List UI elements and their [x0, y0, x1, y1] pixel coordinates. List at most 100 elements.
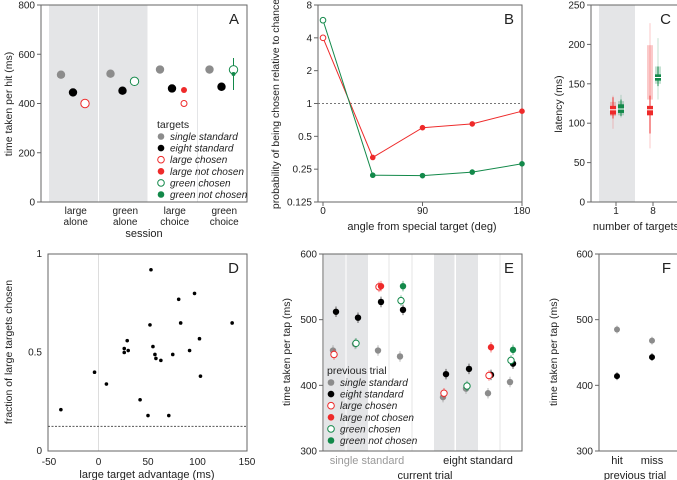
- panel-d-xtick-label: 0: [96, 457, 102, 468]
- panel-b-ytick-label: 8: [306, 1, 312, 12]
- panel-e-legend-marker: [327, 425, 335, 433]
- shaded-region: [49, 5, 99, 202]
- panel-a-point: [205, 65, 214, 74]
- panel-e-point: [377, 282, 385, 290]
- data-point: [92, 370, 97, 375]
- panel-e-legend-item-label: single standard: [340, 378, 408, 389]
- data-point: [192, 291, 197, 296]
- panel-b-xtick-label: 180: [514, 206, 531, 217]
- panel-c-ylabel: latency (ms): [553, 75, 565, 132]
- panel-c-ytick-label: 200: [568, 40, 585, 51]
- shaded-region: [98, 5, 148, 202]
- series-line-green: [322, 20, 523, 177]
- panel-a-xtick-label: alone: [64, 217, 89, 228]
- series-point-green: [369, 172, 376, 179]
- panel-a-xtick-label: green: [112, 206, 138, 217]
- panel-b-ytick-label: 1: [306, 99, 312, 110]
- panel-e-xtick-label: eight standard: [443, 455, 513, 467]
- panel-b-xtick-label: 90: [417, 206, 429, 217]
- panel-a-legend-item-label: large not chosen: [170, 167, 244, 178]
- panel-e-xtick-label: single standard: [330, 455, 405, 467]
- data-point: [198, 374, 203, 378]
- panel-e-point: [396, 353, 404, 360]
- panel-e-point: [484, 390, 492, 397]
- panel-a-legend-item-label: single standard: [170, 132, 238, 143]
- panel-letter-C: C: [660, 11, 671, 28]
- panel-e-legend-item-label: eight standard: [340, 390, 404, 401]
- panel-f-ytick-label: 400: [576, 381, 593, 392]
- panel-a-point: [129, 76, 140, 87]
- panel-letter-A: A: [229, 11, 239, 28]
- data-point: [166, 413, 171, 418]
- panel-e-point: [465, 365, 473, 373]
- panel-b-ytick-label: 0.25: [293, 165, 313, 176]
- panel-c-xtick-label: 1: [613, 206, 619, 217]
- panel-f-point: [649, 354, 655, 361]
- panel-a-legend-marker: [157, 191, 165, 198]
- panel-f-ytick-label: 500: [576, 315, 593, 326]
- series-point-large: [469, 121, 476, 127]
- panel-e-legend-marker: [327, 414, 335, 421]
- data-point: [151, 344, 155, 349]
- data-point: [122, 346, 127, 351]
- panel-f-xlabel: previous trial: [604, 470, 666, 480]
- box-faint: [647, 45, 653, 100]
- panel-e-legend-marker: [327, 401, 335, 410]
- panel-e-legend-item-label: large not chosen: [340, 413, 414, 424]
- panel-b-xlabel: angle from special target (deg): [347, 221, 496, 233]
- data-point: [122, 350, 127, 355]
- box-large: [647, 105, 653, 116]
- series-point-large: [419, 124, 426, 131]
- shaded-region: [434, 254, 455, 451]
- panel-d-axes-frame: [47, 253, 248, 452]
- panel-f-xtick-label: miss: [641, 455, 664, 467]
- panel-a-ylabel: time taken per hit (ms): [3, 52, 15, 156]
- panel-e-ytick-label: 500: [300, 315, 317, 326]
- panel-a-legend-marker: [157, 155, 165, 164]
- data-point: [125, 338, 130, 343]
- panel-e-legend-marker: [327, 379, 335, 386]
- panel-d-ytick-label: 1: [36, 249, 42, 260]
- panel-a-legend-item-label: eight standard: [170, 144, 234, 155]
- panel-d-ytick-label: 0: [36, 446, 42, 457]
- panel-a-point: [217, 82, 226, 91]
- panel-d-xtick-label: -50: [42, 457, 57, 468]
- panel-a-ytick-label: 0: [29, 198, 35, 209]
- panel-d-xlabel: large target advantage (ms): [79, 469, 214, 480]
- panel-a-legend-marker: [157, 133, 165, 140]
- panel-e-point: [463, 382, 471, 390]
- panel-e-point: [487, 344, 495, 351]
- series-point-green: [469, 169, 476, 175]
- panel-a-point: [68, 88, 78, 97]
- panel-c-xlabel: number of targets: [593, 221, 677, 233]
- panel-a-point: [181, 86, 187, 93]
- panel-e-legend-item-label: green chosen: [340, 424, 401, 435]
- panel-f-ytick-label: 300: [576, 447, 593, 458]
- panel-a-ytick-label: 600: [18, 50, 35, 61]
- panel-a-xtick-label: green: [211, 206, 237, 217]
- panel-e-point: [332, 308, 340, 315]
- series-point-large: [369, 154, 376, 161]
- panel-e-legend-marker: [327, 437, 335, 444]
- panel-f-point: [649, 337, 655, 344]
- panel-a-legend-title: targets: [157, 119, 189, 131]
- series-point-large: [519, 108, 525, 114]
- data-point: [187, 348, 192, 353]
- panel-a-ytick-label: 200: [18, 148, 35, 159]
- panel-d-xtick-label: 150: [239, 457, 256, 468]
- panel-e-legend-item-label: large chosen: [340, 401, 398, 412]
- panel-e-point: [397, 296, 405, 305]
- panel-letter-E: E: [504, 260, 514, 277]
- panel-e-point: [440, 389, 448, 397]
- panel-e-axes-frame: [322, 253, 523, 452]
- panel-a-xtick-label: large: [65, 206, 88, 217]
- panel-e-ytick-label: 600: [300, 250, 317, 261]
- panel-e-ylabel: time taken per tap (ms): [281, 298, 293, 406]
- panel-e-point: [507, 356, 515, 365]
- series-point-large: [319, 34, 327, 42]
- panel-a-point: [231, 71, 236, 76]
- data-point: [104, 382, 109, 386]
- panel-e-xlabel: current trial: [397, 470, 452, 480]
- panel-b-ytick-label: 2: [306, 66, 312, 77]
- panel-e-legend-marker: [327, 390, 335, 398]
